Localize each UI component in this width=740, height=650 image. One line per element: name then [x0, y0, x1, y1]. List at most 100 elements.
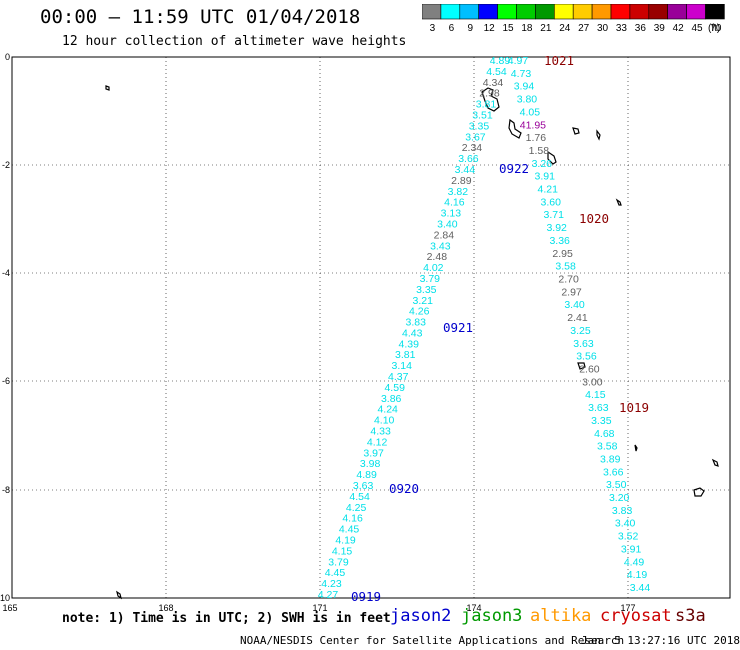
wave-height-value: 4.24: [377, 404, 398, 416]
wave-height-value: 3.89: [600, 453, 621, 465]
wave-height-value: 4.54: [349, 491, 370, 503]
island-outline: [508, 118, 522, 139]
legend-label: 27: [578, 23, 590, 34]
wave-height-value: 2.97: [561, 286, 582, 298]
y-tick-label: 0: [5, 52, 10, 62]
wave-height-value: 3.40: [437, 218, 458, 230]
credit-line: NOAA/NESDIS Center for Satellite Applica…: [240, 634, 625, 647]
legend-label: 21: [540, 23, 552, 34]
map-title: 00:00 – 11:59 UTC 01/04/2018: [40, 6, 361, 28]
map-subtitle: 12 hour collection of altimeter wave hei…: [62, 34, 407, 49]
wave-height-value: 3.52: [618, 531, 639, 543]
wave-height-value: 3.83: [612, 505, 633, 517]
x-tick-label: 177: [620, 603, 635, 613]
sat-s3a: s3a: [675, 606, 706, 626]
wave-height-value: 4.49: [624, 556, 645, 568]
legend-label: 45: [691, 23, 703, 34]
wave-height-value: 1.76: [526, 132, 547, 144]
wave-height-value: 2.41: [567, 312, 588, 324]
island-outline: [711, 458, 719, 467]
legend-label: 12: [484, 23, 496, 34]
wave-height-value: 4.59: [384, 382, 405, 394]
wave-height-value: 4.02: [423, 262, 444, 274]
island-outline: [596, 129, 601, 141]
x-tick-label: 171: [312, 603, 327, 613]
legend-label: 39: [654, 23, 666, 34]
island-outline: [615, 198, 622, 206]
wave-height-value: 4.15: [585, 389, 606, 401]
wave-height-value: 4.12: [367, 436, 388, 448]
legend-label: 36: [635, 23, 647, 34]
wave-height-value: 3.43: [430, 240, 451, 252]
wave-height-value: 3.63: [353, 480, 374, 492]
wave-height-value: 3.21: [413, 295, 434, 307]
wave-height-value: 4.33: [370, 426, 391, 438]
wave-height-value: 3.63: [588, 402, 609, 414]
sat-jason2: jason2: [390, 606, 452, 626]
wave-height-value: 4.54: [486, 66, 507, 78]
wave-height-value: 3.98: [360, 458, 381, 470]
wave-height-value: 3.20: [609, 492, 630, 504]
legend-label: 33: [616, 23, 628, 34]
map-frame: [11, 56, 731, 599]
wave-height-value: 3.00: [582, 376, 603, 388]
wave-height-value: 3.83: [406, 317, 427, 329]
time-label: 0920: [389, 481, 419, 496]
wave-height-value: 4.25: [346, 502, 367, 514]
wave-height-value: 4.45: [325, 567, 346, 579]
wave-height-value: 4.45: [339, 524, 360, 536]
wave-height-legend: 3 6 9 12 15 18 21 24 27 30 33 36 39 42 45 70(ft): [422, 4, 725, 34]
wave-height-value: 2.98: [479, 88, 500, 100]
time-label: 0922: [499, 161, 529, 176]
wave-height-value: 2.70: [558, 274, 579, 286]
island-outline: [547, 150, 557, 165]
wave-height-value: 3.91: [621, 543, 642, 555]
legend-label: 9: [467, 23, 473, 34]
time-label: 0919: [351, 589, 381, 604]
wave-height-value: 2.48: [427, 251, 448, 263]
wave-height-value: 3.66: [458, 153, 479, 165]
wave-height-value: 3.44: [455, 164, 476, 176]
wave-height-value: 3.13: [441, 208, 462, 220]
wave-height-value: 3.79: [328, 556, 349, 568]
wave-height-value: 4.39: [399, 338, 420, 350]
wave-height-value: 3.82: [448, 186, 469, 198]
wave-height-value: 3.60: [541, 196, 562, 208]
legend-swatch: [705, 4, 725, 20]
wave-height-value: 3.71: [543, 209, 564, 221]
island-outline: [634, 444, 638, 452]
wave-height-value: 3.14: [391, 360, 412, 372]
wave-height-value: 4.89: [356, 469, 377, 481]
wave-height-value: 3.44: [630, 582, 651, 594]
wave-height-value: 3.26: [532, 158, 553, 170]
island-outline: [481, 87, 500, 112]
wave-height-value: 2.95: [552, 248, 573, 260]
wave-height-value: 3.50: [606, 479, 627, 491]
y-tick-label: -8: [2, 485, 10, 495]
legend-label: 18: [521, 23, 533, 34]
wave-height-value: 2.34: [462, 142, 483, 154]
wave-height-value: 2.84: [434, 229, 455, 241]
wave-height-value: 3.58: [555, 261, 576, 273]
time-label: 0921: [443, 320, 473, 335]
wave-height-value: 3.56: [576, 351, 597, 363]
time-label: 1021: [544, 53, 574, 68]
wave-height-value: 3.92: [546, 222, 567, 234]
wave-height-value: 4.27: [318, 589, 339, 601]
wave-height-value: 3.91: [535, 171, 556, 183]
wave-height-value: 3.51: [472, 109, 493, 121]
wave-height-value: 4.73: [511, 68, 532, 80]
wave-height-value: 3.81: [476, 99, 497, 111]
wave-height-value: 4.16: [444, 197, 465, 209]
wave-height-value: 3.67: [465, 131, 486, 143]
wave-height-value: 3.35: [416, 284, 437, 296]
wave-height-value: 3.35: [591, 415, 612, 427]
wave-height-value: 4.05: [520, 106, 541, 118]
sat-cryosat: cryosat: [600, 606, 672, 626]
wave-height-value: 3.63: [573, 338, 594, 350]
legend-label: 30: [597, 23, 609, 34]
island-outline: [577, 362, 586, 370]
wave-height-value: 4.19: [627, 569, 648, 581]
y-tick-label: -2: [2, 160, 10, 170]
wave-height-value: 3.40: [615, 518, 636, 530]
